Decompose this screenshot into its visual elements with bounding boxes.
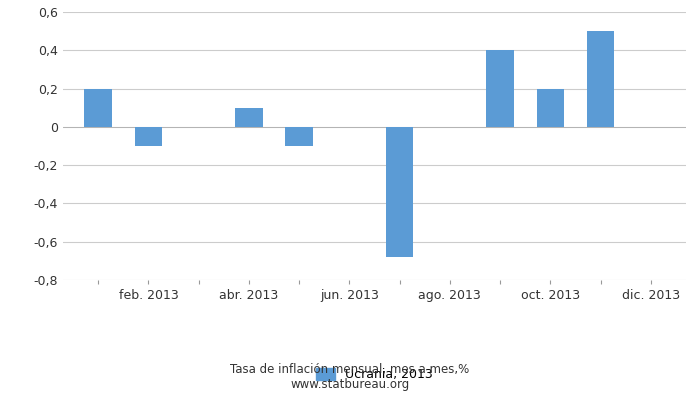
Text: Tasa de inflación mensual, mes a mes,%: Tasa de inflación mensual, mes a mes,% [230, 364, 470, 376]
Bar [134, 127, 162, 146]
Text: www.statbureau.org: www.statbureau.org [290, 378, 410, 391]
Bar [386, 127, 414, 257]
Bar [536, 88, 564, 127]
Bar [85, 88, 112, 127]
Bar [587, 31, 615, 127]
Bar [486, 50, 514, 127]
Bar [286, 127, 313, 146]
Legend: Ucrania, 2013: Ucrania, 2013 [312, 363, 438, 386]
Bar [235, 108, 262, 127]
